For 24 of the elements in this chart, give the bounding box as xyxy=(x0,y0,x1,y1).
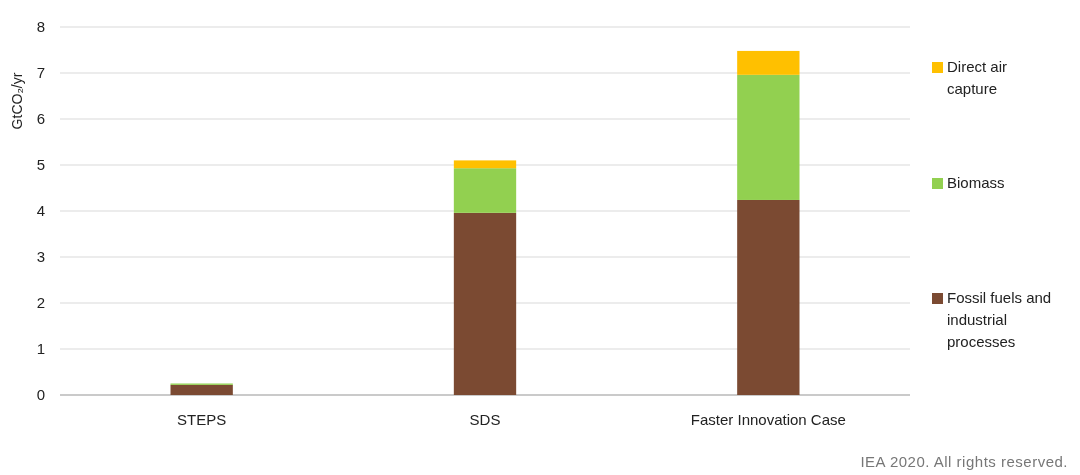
bar xyxy=(453,168,517,213)
y-axis-title: GtCO₂/yr xyxy=(9,72,25,130)
legend-label: Biomass xyxy=(947,174,1005,191)
legend-label: Direct air capture xyxy=(947,58,1008,97)
bar xyxy=(737,74,800,200)
y-tick-label: 5 xyxy=(36,156,45,173)
y-tick-label: 4 xyxy=(36,202,45,219)
y-tick-label: 6 xyxy=(36,110,45,127)
bar xyxy=(737,50,800,75)
y-tick-label: 3 xyxy=(36,248,45,265)
y-tick-label: 2 xyxy=(36,294,45,311)
x-tick-label: SDS xyxy=(469,411,501,428)
bar xyxy=(453,160,517,169)
legend-label: Fossil fuels and industrial processes xyxy=(947,289,1052,350)
text: IEA 2020. All rights reserved. xyxy=(860,453,1068,470)
x-tick-label: STEPS xyxy=(177,411,227,428)
y-tick-label: 8 xyxy=(36,18,45,35)
bar xyxy=(453,212,517,395)
bar xyxy=(170,384,233,395)
x-tick-label: Faster Innovation Case xyxy=(690,411,846,428)
bar xyxy=(737,199,800,395)
y-tick-label: 1 xyxy=(36,340,45,357)
y-tick-label: 7 xyxy=(36,64,45,81)
y-tick-label: 0 xyxy=(36,386,45,403)
